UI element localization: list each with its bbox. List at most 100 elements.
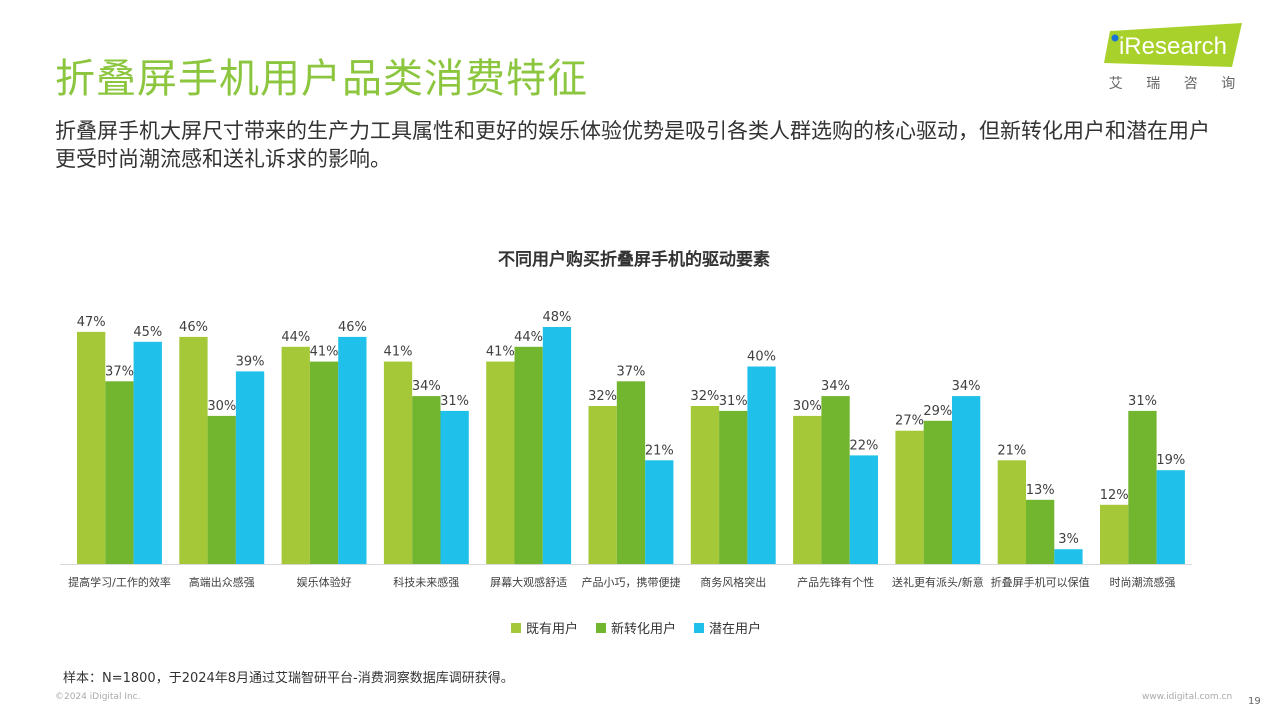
- data-label: 45%: [133, 325, 162, 340]
- data-label: 27%: [895, 414, 924, 429]
- x-tick-label: 产品小巧，携带便捷: [582, 575, 681, 589]
- legend-item-existing: 既有用户: [510, 618, 578, 637]
- logo-char: 咨: [1183, 76, 1200, 92]
- bar: [895, 430, 924, 564]
- logo-mark-icon: [1104, 23, 1242, 67]
- x-tick-label: 送礼更有派头/新意: [892, 575, 984, 589]
- bar: [412, 396, 441, 564]
- bar: [997, 460, 1026, 564]
- x-tick-label: 屏幕大观感舒适: [490, 575, 567, 589]
- x-tick-label: 折叠屏手机可以保值: [991, 575, 1090, 589]
- bar: [179, 336, 208, 564]
- legend-label: 既有用户: [525, 622, 578, 637]
- bar: [235, 371, 265, 564]
- data-label: 44%: [281, 330, 310, 345]
- data-label: 19%: [1156, 453, 1185, 468]
- bar: [440, 410, 469, 564]
- bar: [1054, 549, 1083, 564]
- copyright: ©2024 iDigital Inc.: [55, 692, 141, 702]
- legend-item-potential: 潜在用户: [694, 618, 761, 637]
- x-tick-label: 时尚潮流感强: [1110, 575, 1176, 589]
- data-label: 31%: [1128, 394, 1157, 409]
- data-label: 39%: [236, 354, 265, 369]
- data-label: 44%: [514, 330, 543, 345]
- data-label: 21%: [997, 443, 1026, 458]
- x-tick-label: 科技未来感强: [393, 575, 459, 589]
- x-tick-label: 商务风格突出: [700, 575, 766, 589]
- x-tick-label: 提高学习/工作的效率: [68, 575, 171, 589]
- data-label: 29%: [923, 404, 952, 419]
- bar: [793, 415, 822, 564]
- data-label: 41%: [310, 345, 339, 360]
- data-label: 48%: [542, 310, 571, 325]
- data-label: 34%: [821, 379, 850, 394]
- logo-char: 瑞: [1146, 76, 1163, 92]
- legend-label: 新转化用户: [610, 622, 676, 637]
- legend-swatch: [510, 622, 521, 633]
- bar: [77, 331, 106, 564]
- bar: [588, 406, 617, 564]
- bar: [105, 381, 134, 564]
- x-tick-label: 娱乐体验好: [297, 575, 352, 589]
- data-label: 31%: [719, 394, 748, 409]
- bar: [338, 336, 367, 564]
- bar: [383, 361, 413, 564]
- data-label: 47%: [77, 315, 106, 330]
- data-label: 31%: [440, 394, 469, 409]
- bar: [133, 341, 162, 564]
- logo-chinese-name: 艾 瑞 咨 询: [1098, 73, 1248, 93]
- data-label: 41%: [486, 345, 515, 360]
- bar: [1100, 504, 1129, 565]
- logo-char: 询: [1221, 76, 1238, 92]
- data-label: 30%: [793, 399, 822, 414]
- data-label: 41%: [384, 345, 413, 360]
- bar: [952, 396, 981, 564]
- iresearch-logo: iResearch 艾 瑞 咨 询: [1098, 23, 1248, 98]
- data-label: 34%: [952, 379, 981, 394]
- bar: [486, 361, 515, 564]
- data-label: 37%: [616, 364, 645, 379]
- bar: [1156, 470, 1185, 564]
- bar: [923, 420, 952, 564]
- legend-label: 潜在用户: [709, 622, 762, 637]
- legend-item-new: 新转化用户: [595, 618, 676, 637]
- data-label: 30%: [207, 399, 236, 414]
- page-subtitle: 折叠屏手机大屏尺寸带来的生产力工具属性和更好的娱乐体验优势是吸引各类人群选购的核…: [55, 119, 1210, 171]
- data-label: 34%: [412, 379, 441, 394]
- bar: [1026, 499, 1055, 564]
- data-label: 32%: [588, 389, 617, 404]
- bar: [281, 346, 310, 565]
- logo-text: iResearch: [1118, 33, 1228, 60]
- bar: [1128, 410, 1157, 564]
- x-tick-label: 高端出众感强: [189, 575, 255, 589]
- bar: [821, 396, 850, 564]
- legend-swatch: [595, 622, 606, 633]
- data-label: 46%: [338, 320, 367, 335]
- data-label: 3%: [1058, 532, 1079, 547]
- bar: [207, 415, 236, 564]
- chart-title: 不同用户购买折叠屏手机的驱动要素: [498, 250, 770, 270]
- x-tick-label: 产品先锋有个性: [797, 575, 874, 589]
- data-label: 40%: [747, 350, 776, 365]
- legend-swatch: [694, 622, 704, 633]
- bar: [849, 455, 878, 564]
- bar: [542, 327, 572, 564]
- bar: [690, 406, 720, 564]
- bar: [719, 410, 748, 564]
- sample-note: 样本：N=1800，于2024年8月通过艾瑞智研平台-消费洞察数据库调研获得。: [63, 671, 514, 686]
- data-label: 46%: [179, 320, 208, 335]
- page-number: 19: [1248, 696, 1261, 707]
- data-label: 12%: [1100, 488, 1129, 503]
- data-label: 21%: [645, 443, 674, 458]
- data-label: 13%: [1026, 483, 1055, 498]
- data-label: 22%: [849, 438, 878, 453]
- chart-legend: 既有用户 新转化用户 潜在用户: [0, 618, 1272, 637]
- data-label: 37%: [105, 364, 134, 379]
- bar-chart: 47%37%45%提高学习/工作的效率46%30%39%高端出众感强44%41%…: [60, 310, 1192, 589]
- bar: [309, 361, 339, 564]
- bar: [645, 460, 674, 564]
- website: www.idigital.com.cn: [1142, 692, 1233, 702]
- bar: [514, 346, 543, 565]
- data-label: 32%: [690, 389, 719, 404]
- page-title: 折叠屏手机用户品类消费特征: [55, 56, 588, 102]
